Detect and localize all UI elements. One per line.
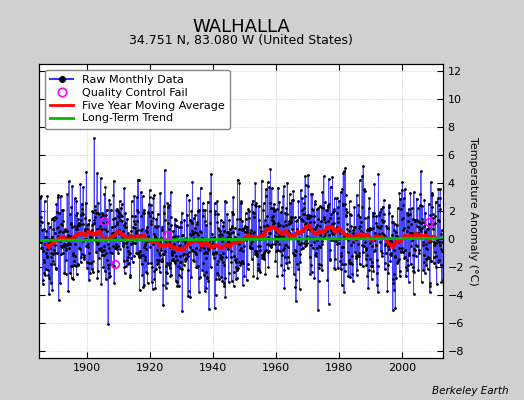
Text: Berkeley Earth: Berkeley Earth	[432, 386, 508, 396]
Y-axis label: Temperature Anomaly (°C): Temperature Anomaly (°C)	[468, 137, 478, 285]
Text: 34.751 N, 83.080 W (United States): 34.751 N, 83.080 W (United States)	[129, 34, 353, 47]
Legend: Raw Monthly Data, Quality Control Fail, Five Year Moving Average, Long-Term Tren: Raw Monthly Data, Quality Control Fail, …	[45, 70, 230, 129]
Text: WALHALLA: WALHALLA	[192, 18, 290, 36]
